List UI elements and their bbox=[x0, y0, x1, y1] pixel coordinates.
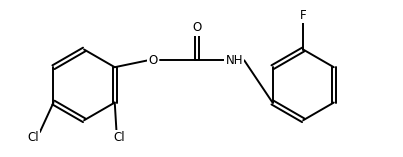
Text: Cl: Cl bbox=[27, 131, 39, 144]
Text: Cl: Cl bbox=[114, 131, 125, 144]
Text: NH: NH bbox=[226, 54, 243, 67]
Text: F: F bbox=[300, 9, 306, 22]
Text: O: O bbox=[148, 54, 158, 67]
Text: O: O bbox=[193, 21, 202, 34]
